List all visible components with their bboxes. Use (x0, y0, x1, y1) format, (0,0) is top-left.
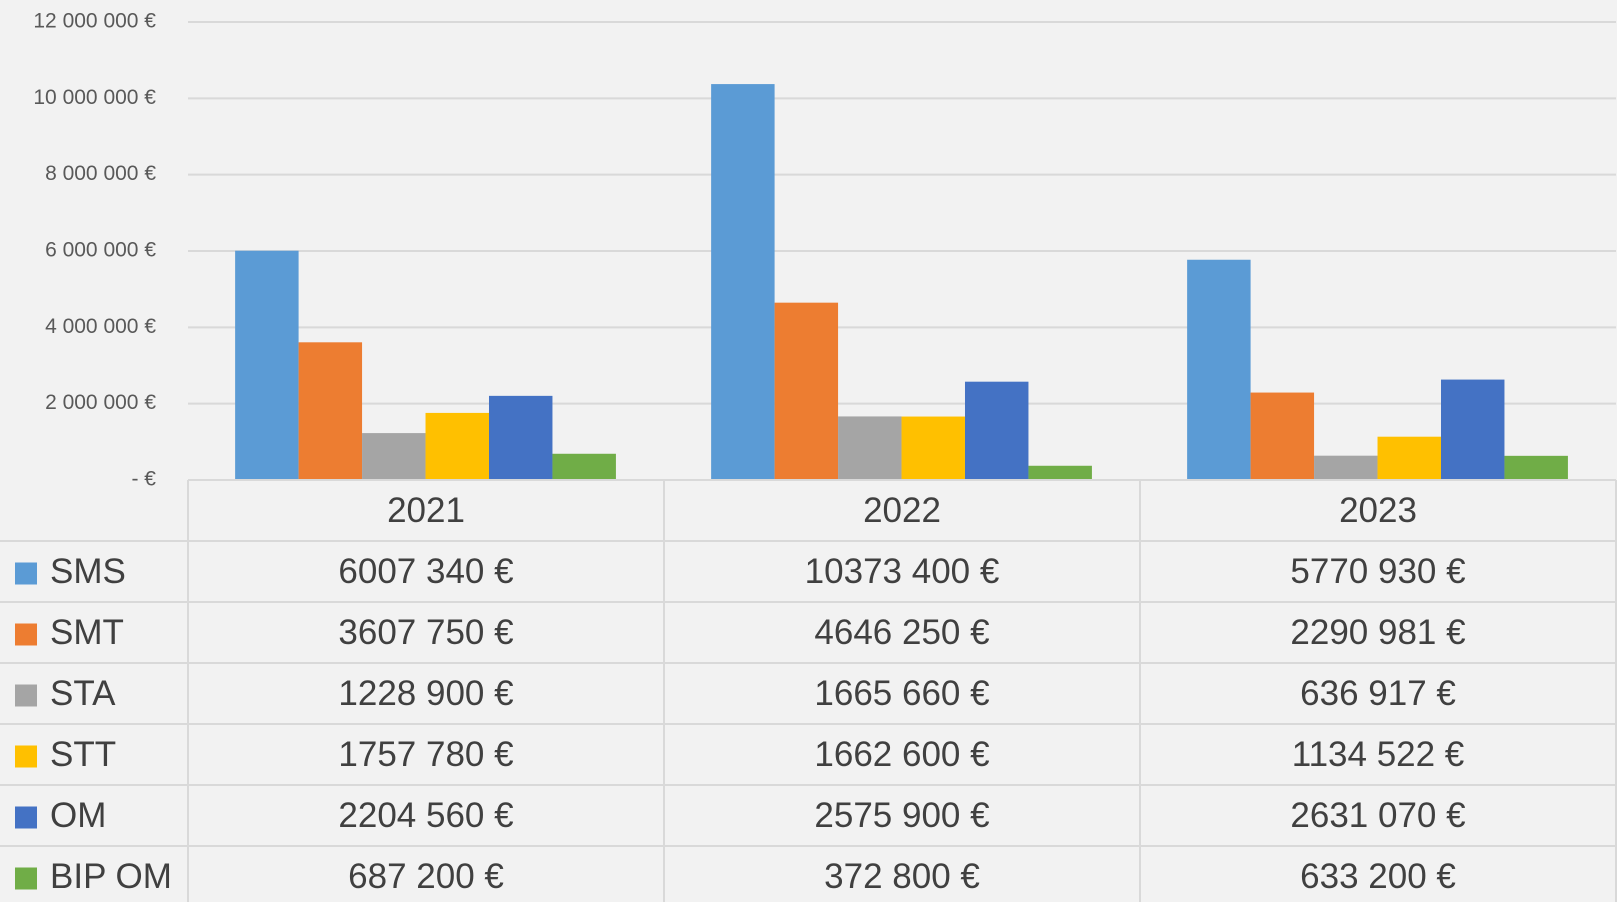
y-tick-label: 6 000 000 € (45, 239, 156, 262)
data-label: 6007 340 € (338, 552, 513, 591)
bar (1314, 455, 1378, 480)
bar (711, 84, 775, 480)
data-label: 687 200 € (348, 857, 504, 896)
bar (901, 416, 965, 480)
legend-swatch (15, 623, 37, 646)
data-label: 10373 400 € (805, 552, 1000, 591)
data-label: 1665 660 € (814, 674, 989, 713)
data-label: 633 200 € (1300, 857, 1456, 896)
legend-swatch (15, 806, 37, 829)
y-tick-label: 12 000 000 € (33, 10, 156, 33)
legend-label: OM (50, 796, 106, 835)
bar (488, 395, 553, 480)
data-label: 4646 250 € (814, 613, 989, 652)
data-label: 5770 930 € (1290, 552, 1465, 591)
y-tick-label: 8 000 000 € (45, 162, 156, 185)
bar (235, 250, 299, 480)
legend-label: STA (50, 674, 116, 713)
bar (1504, 455, 1568, 480)
bar (838, 416, 902, 480)
legend-label: BIP OM (50, 857, 172, 896)
bar (425, 412, 489, 480)
data-label: 1134 522 € (1292, 735, 1465, 774)
data-label: 2631 070 € (1290, 796, 1465, 835)
data-label: 372 800 € (824, 857, 980, 896)
bar (1377, 436, 1441, 480)
bar (1187, 259, 1251, 480)
data-label: 1757 780 € (338, 735, 513, 774)
bar (1250, 392, 1315, 480)
legend-label: SMT (50, 613, 124, 652)
legend-label: STT (50, 735, 116, 774)
bar (774, 302, 839, 480)
y-tick-label: 4 000 000 € (45, 315, 156, 338)
legend-swatch (15, 684, 37, 707)
legend-swatch (15, 745, 37, 768)
bar (964, 381, 1029, 480)
y-tick-label: - € (131, 468, 156, 491)
data-label: 3607 750 € (338, 613, 513, 652)
bar (1440, 379, 1505, 480)
bar (552, 453, 616, 480)
bar (298, 342, 363, 480)
legend-swatch (15, 562, 37, 585)
data-label: 1228 900 € (338, 674, 513, 713)
x-tick-label: 2023 (1339, 491, 1417, 530)
y-tick-label: 10 000 000 € (33, 86, 156, 109)
data-label: 2575 900 € (814, 796, 989, 835)
data-label: 2290 981 € (1290, 613, 1465, 652)
bar (362, 433, 426, 480)
y-tick-label: 2 000 000 € (45, 391, 156, 414)
data-label: 2204 560 € (338, 796, 513, 835)
x-tick-label: 2022 (863, 491, 941, 530)
x-tick-label: 2021 (387, 491, 465, 530)
bar (1028, 465, 1092, 480)
legend-label: SMS (50, 552, 126, 591)
data-label: 1662 600 € (814, 735, 989, 774)
data-label: 636 917 € (1300, 674, 1456, 713)
legend-swatch (15, 867, 37, 890)
